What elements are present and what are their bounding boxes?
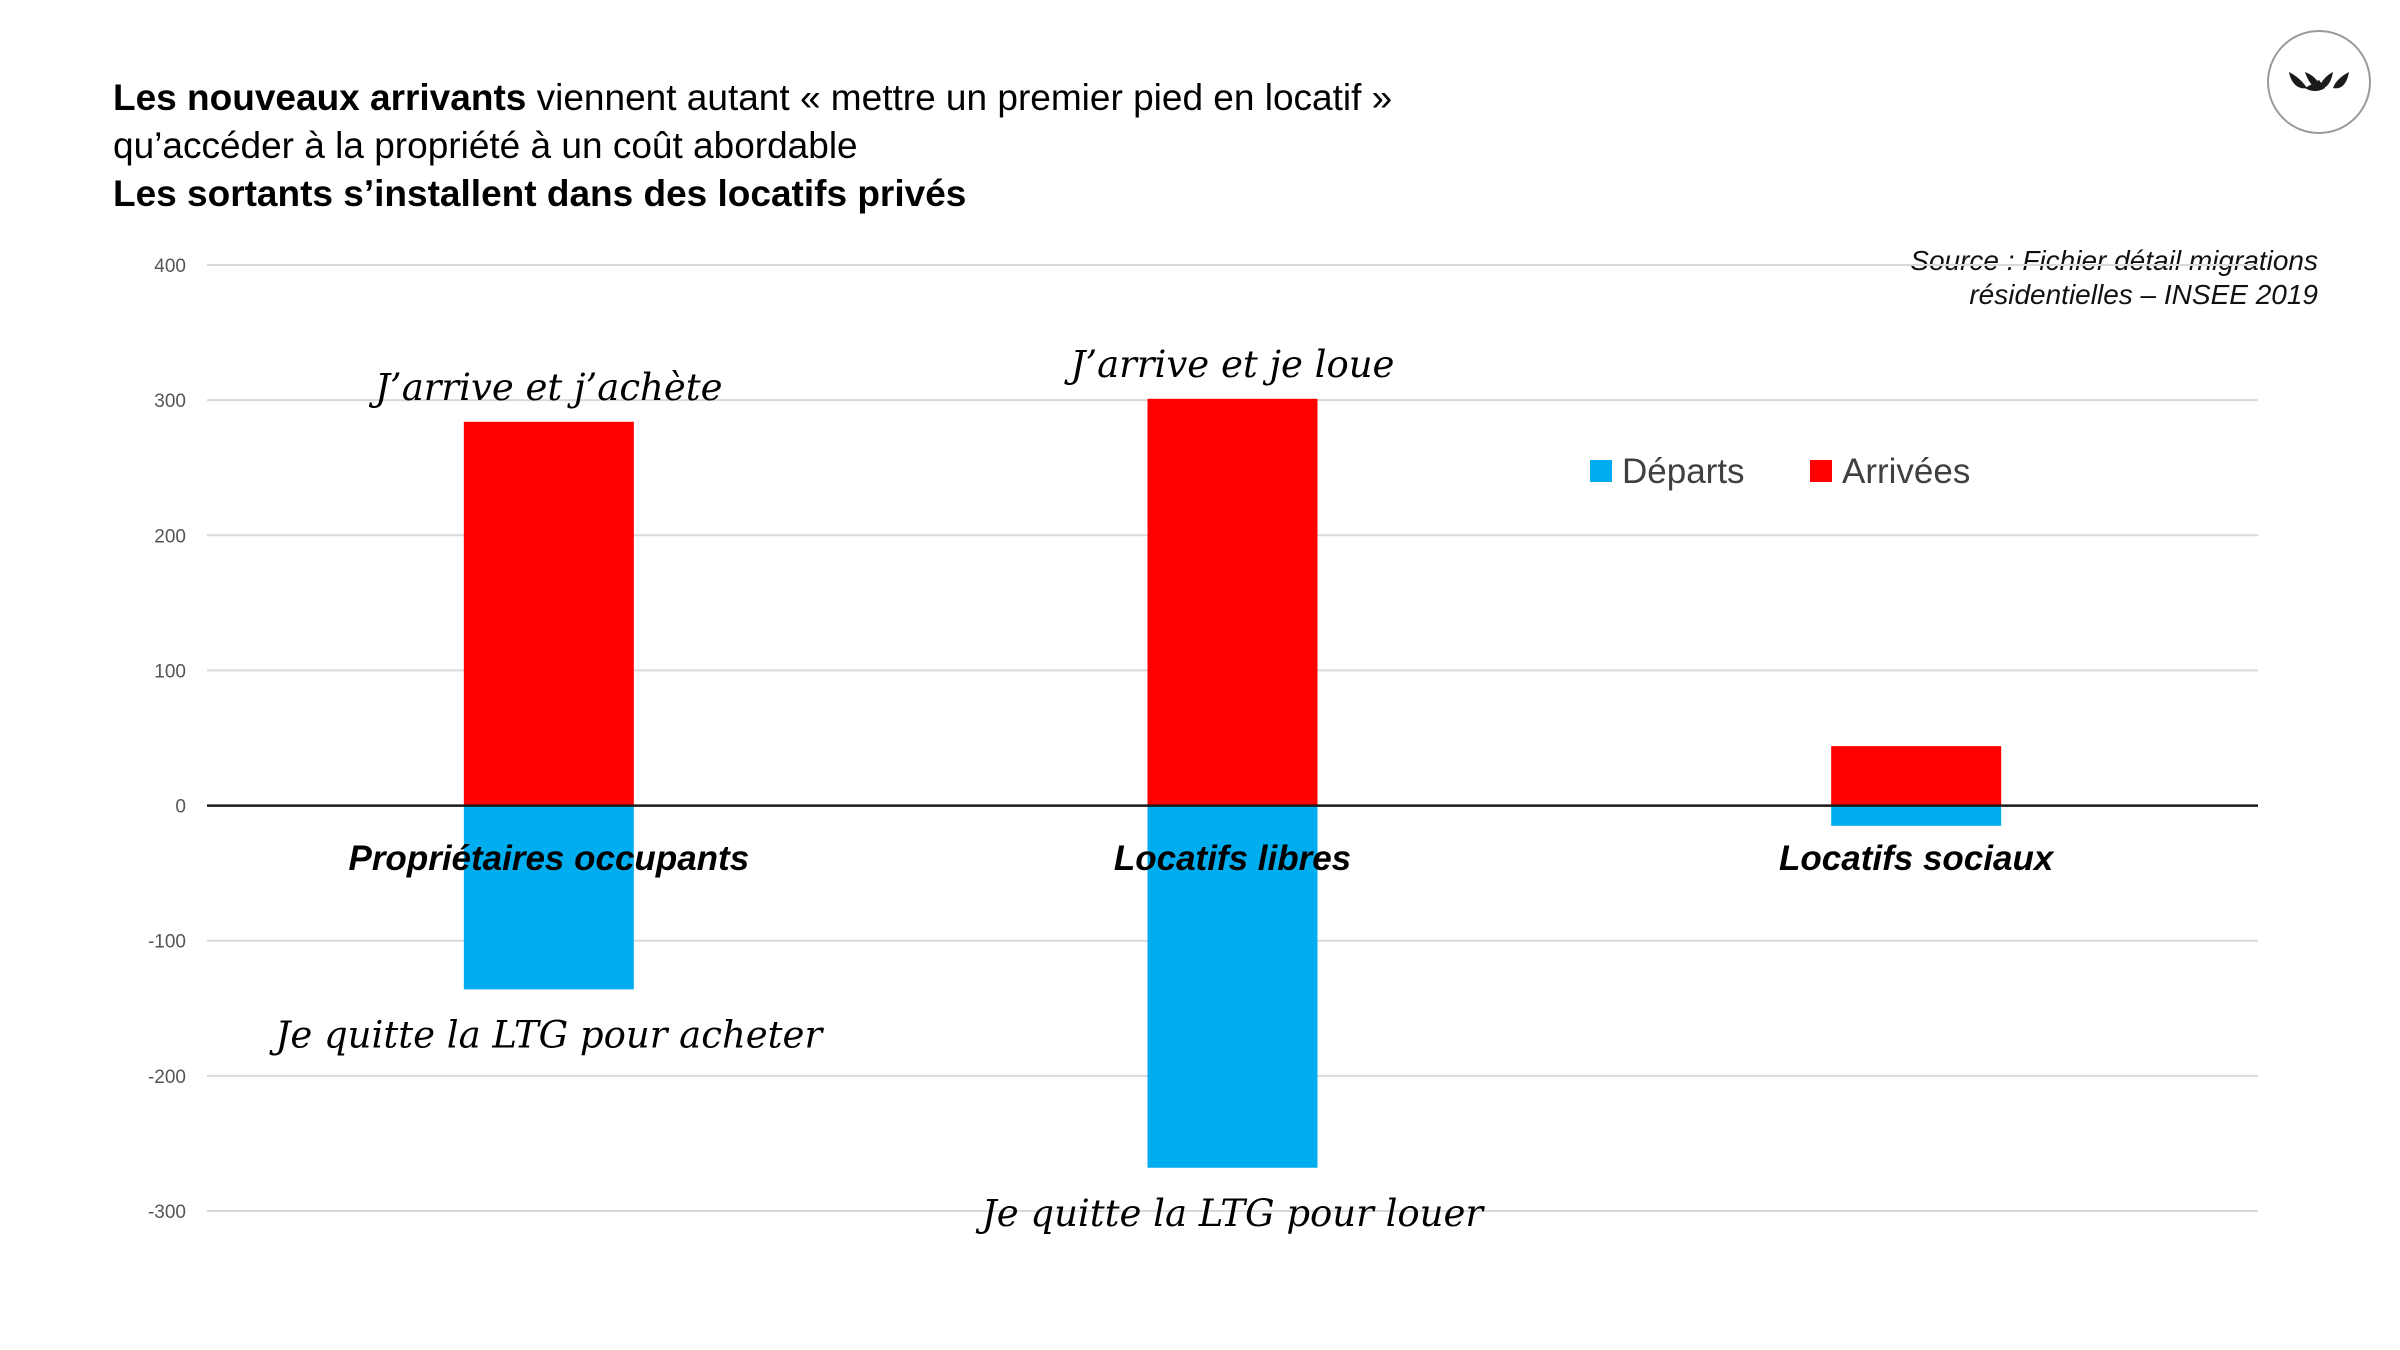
annotation-label: Je quitte la LTG pour louer	[975, 1192, 1486, 1235]
y-tick-label: 100	[154, 661, 186, 682]
category-label: Locatifs sociaux	[1779, 839, 2055, 878]
annotation-label: J’arrive et je loue	[1064, 343, 1395, 386]
bar-departs-0	[463, 805, 634, 990]
tulip-logo-icon	[2267, 30, 2371, 134]
legend-label: Arrivées	[1842, 452, 1970, 491]
legend-swatch	[1590, 460, 1612, 482]
category-labels: Propriétaires occupants Locatifs libres Lo…	[348, 839, 2054, 878]
slide-title: Les nouveaux arrivants viennent autant «…	[113, 74, 1613, 218]
y-tick-label: 300	[154, 391, 186, 412]
source-line-2: résidentielles – INSEE 2019	[1969, 279, 2318, 310]
title-line-2: qu’accéder à la propriété à un coût abor…	[113, 125, 858, 166]
title-line-1-bold: Les nouveaux arrivants	[113, 77, 527, 118]
title-line-3-bold: Les sortants s’installent dans des locat…	[113, 173, 967, 214]
y-tick-label: -300	[148, 1202, 186, 1223]
tulip-logo-svg	[2289, 72, 2349, 91]
y-tick-label: -200	[148, 1067, 186, 1088]
y-tick-labels: 400 300 200 100 0 -100 -200 -300	[148, 256, 186, 1223]
legend-label: Départs	[1622, 452, 1745, 491]
legend-swatch	[1810, 460, 1832, 482]
y-tick-label: 0	[175, 797, 186, 818]
y-tick-label: 200	[154, 526, 186, 547]
title-line-1-rest: viennent autant « mettre un premier pied…	[526, 77, 1393, 118]
y-tick-label: 400	[154, 256, 186, 277]
y-tick-label: -100	[148, 932, 186, 953]
category-label: Propriétaires occupants	[348, 839, 749, 878]
bar-arrivees-1	[1147, 398, 1318, 806]
bar-departs-1	[1147, 805, 1318, 1168]
annotation-label: J’arrive et j’achète	[368, 366, 722, 409]
source-line-1: Source : Fichier détail migrations	[1910, 245, 2318, 276]
bar-departs-2	[1831, 805, 2002, 826]
bar-arrivees-0	[463, 421, 634, 806]
annotations: J’arrive et j’achète J’arrive et je loue J…	[269, 343, 1486, 1235]
category-label: Locatifs libres	[1114, 839, 1351, 878]
title-line-1: Les nouveaux arrivants viennent autant «…	[113, 74, 1613, 122]
title-line-3: Les sortants s’installent dans des locat…	[113, 170, 1613, 218]
source-note: Source : Fichier détail migrations résid…	[1618, 244, 2318, 312]
bar-arrivees-2	[1831, 746, 2002, 806]
bars	[463, 398, 2002, 1168]
legend: Départs Arrivées	[1590, 452, 1970, 491]
annotation-label: Je quitte la LTG pour acheter	[269, 1013, 825, 1056]
